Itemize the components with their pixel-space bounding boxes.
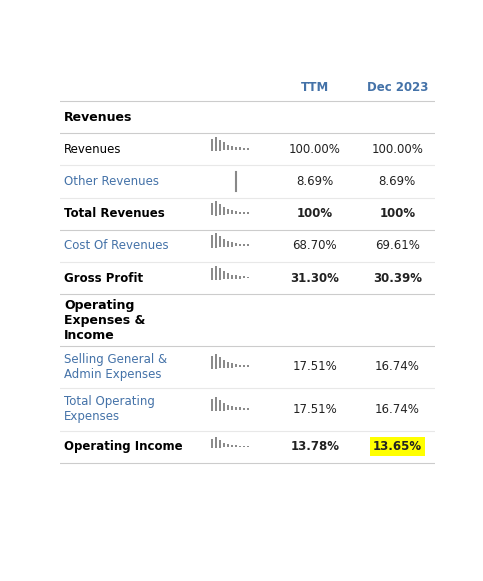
Text: Dec 2023: Dec 2023 [367,81,428,95]
Text: 69.61%: 69.61% [375,239,420,253]
Text: Selling General &
Admin Expenses: Selling General & Admin Expenses [64,353,167,381]
Text: 13.78%: 13.78% [290,440,340,453]
Text: 8.69%: 8.69% [296,175,334,188]
Text: Operating Income: Operating Income [64,440,183,453]
Text: Operating
Expenses &
Income: Operating Expenses & Income [64,299,145,342]
Text: Revenues: Revenues [64,143,122,156]
Text: Total Revenues: Total Revenues [64,207,165,220]
Text: Cost Of Revenues: Cost Of Revenues [64,239,169,253]
Text: Revenues: Revenues [64,110,132,124]
Text: 31.30%: 31.30% [290,272,340,285]
Text: Gross Profit: Gross Profit [64,272,143,285]
Text: 100.00%: 100.00% [371,143,423,156]
Text: Other Revenues: Other Revenues [64,175,159,188]
Text: 68.70%: 68.70% [293,239,337,253]
Text: Total Operating
Expenses: Total Operating Expenses [64,396,155,424]
Text: 17.51%: 17.51% [293,403,337,416]
Text: 8.69%: 8.69% [379,175,416,188]
Text: 13.65%: 13.65% [373,440,422,453]
Text: 100.00%: 100.00% [289,143,341,156]
Text: 30.39%: 30.39% [373,272,422,285]
Text: 16.74%: 16.74% [375,403,420,416]
Text: 100%: 100% [297,207,333,220]
Text: 17.51%: 17.51% [293,360,337,374]
Text: 16.74%: 16.74% [375,360,420,374]
Text: TTM: TTM [301,81,329,95]
Text: 100%: 100% [379,207,415,220]
